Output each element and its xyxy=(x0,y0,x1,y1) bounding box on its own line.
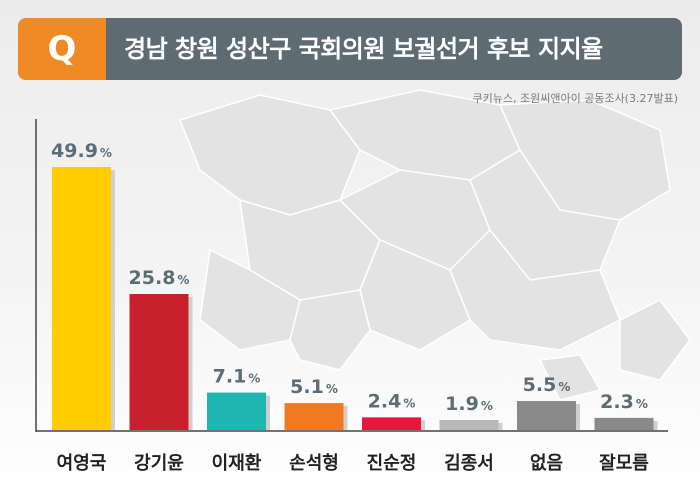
value-label: 7.1% xyxy=(213,366,261,388)
value-label: 2.3% xyxy=(600,391,648,413)
category-label: 김종서 xyxy=(444,453,494,474)
value-number: 1.9 xyxy=(445,393,479,415)
chart-title: 경남 창원 성산구 국회의원 보궐선거 후보 지지율 xyxy=(124,35,603,63)
category-label: 없음 xyxy=(530,453,563,474)
bar-1 xyxy=(52,167,111,430)
bar-3 xyxy=(207,392,266,430)
value-number: 2.3 xyxy=(600,391,634,413)
bar-8 xyxy=(594,417,654,430)
category-label: 강기윤 xyxy=(134,453,184,474)
bar-7 xyxy=(517,401,576,430)
bar-5 xyxy=(362,417,421,430)
category-label: 잘모름 xyxy=(599,453,649,474)
value-label: 2.4% xyxy=(368,390,416,412)
value-label: 5.1% xyxy=(290,376,338,398)
value-unit: % xyxy=(248,372,260,386)
value-unit: % xyxy=(403,396,415,410)
value-unit: % xyxy=(177,273,189,287)
value-number: 7.1 xyxy=(213,366,247,388)
bar-4 xyxy=(284,403,344,430)
bar-6 xyxy=(439,419,499,430)
source-note: 쿠키뉴스, 조원씨앤아이 공동조사(3.27발표) xyxy=(472,92,678,105)
category-label: 진순정 xyxy=(367,453,417,474)
value-number: 5.1 xyxy=(290,376,324,398)
value-label: 1.9% xyxy=(445,393,493,415)
value-unit: % xyxy=(636,397,648,411)
value-unit: % xyxy=(558,380,570,394)
value-label: 25.8% xyxy=(129,267,190,289)
value-unit: % xyxy=(481,399,493,413)
value-number: 2.4 xyxy=(368,390,402,412)
bar-2 xyxy=(129,294,189,430)
value-label: 5.5% xyxy=(523,374,571,396)
value-label: 49.9% xyxy=(51,140,112,162)
category-label: 이재환 xyxy=(212,452,262,474)
value-unit: % xyxy=(100,146,112,160)
title-banner: Q 경남 창원 성산구 국회의원 보궐선거 후보 지지율 xyxy=(18,18,682,80)
value-number: 49.9 xyxy=(51,140,98,162)
value-number: 25.8 xyxy=(129,267,176,289)
category-label: 여영국 xyxy=(57,453,107,474)
value-number: 5.5 xyxy=(523,374,557,396)
question-badge: Q xyxy=(18,18,106,80)
category-label: 손석형 xyxy=(289,453,339,474)
value-unit: % xyxy=(326,382,338,396)
